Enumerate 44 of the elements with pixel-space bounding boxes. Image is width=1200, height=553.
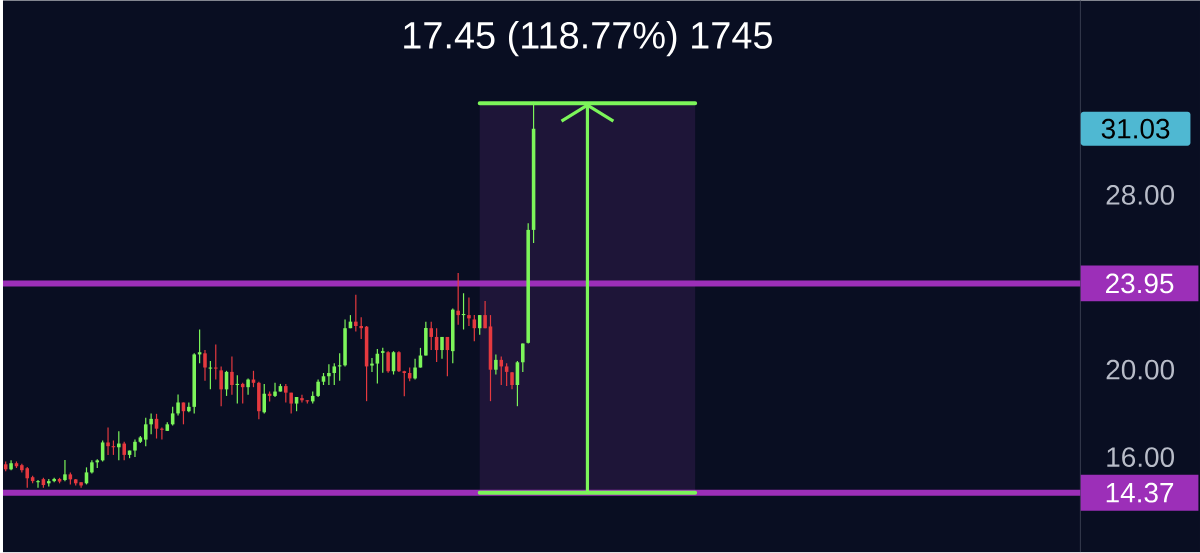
y-tick-label: 20.00 <box>1106 359 1175 380</box>
candlestick <box>273 382 277 398</box>
candlestick <box>359 316 363 340</box>
candlestick <box>262 383 267 415</box>
candlestick <box>106 426 110 456</box>
candlestick <box>176 393 180 417</box>
candlestick <box>149 412 153 436</box>
text: 31.03 <box>1101 119 1170 139</box>
candlestick <box>36 479 40 489</box>
candlestick <box>284 383 288 404</box>
candlestick <box>429 321 434 351</box>
candlestick <box>203 349 207 382</box>
band-label: 17.45 (118.77%) 1745 <box>404 21 772 57</box>
y-tick-label: 28.00 <box>1106 185 1175 206</box>
candlestick <box>397 350 401 373</box>
candlestick <box>456 272 460 326</box>
candlestick <box>413 358 417 381</box>
ref-line-label: 14.37 <box>1106 482 1174 503</box>
candlestick <box>246 378 250 396</box>
candlestick <box>494 354 498 376</box>
candlestick <box>300 394 304 404</box>
candlestick <box>521 343 525 373</box>
candlestick <box>230 356 234 396</box>
candlestick <box>63 459 67 482</box>
candlestick <box>499 356 504 386</box>
candlestick <box>332 362 337 386</box>
candlestick <box>219 366 223 407</box>
y-tick-label: 16.00 <box>1107 447 1175 468</box>
candlestick <box>380 347 385 374</box>
candlestick <box>504 362 509 387</box>
candlestick <box>143 417 148 447</box>
candlestick <box>440 336 444 360</box>
candlestick <box>354 294 358 333</box>
candlestick <box>370 357 374 373</box>
candlestick <box>467 297 471 327</box>
candlestick <box>402 370 407 397</box>
candlestick <box>213 344 218 381</box>
candlestick <box>327 363 331 386</box>
ref-line-label: 23.95 <box>1106 273 1174 294</box>
candlestick <box>386 350 390 374</box>
candlestick <box>117 430 121 462</box>
candlestick <box>122 441 126 462</box>
candlestick <box>483 300 487 329</box>
candlestick <box>160 427 164 441</box>
